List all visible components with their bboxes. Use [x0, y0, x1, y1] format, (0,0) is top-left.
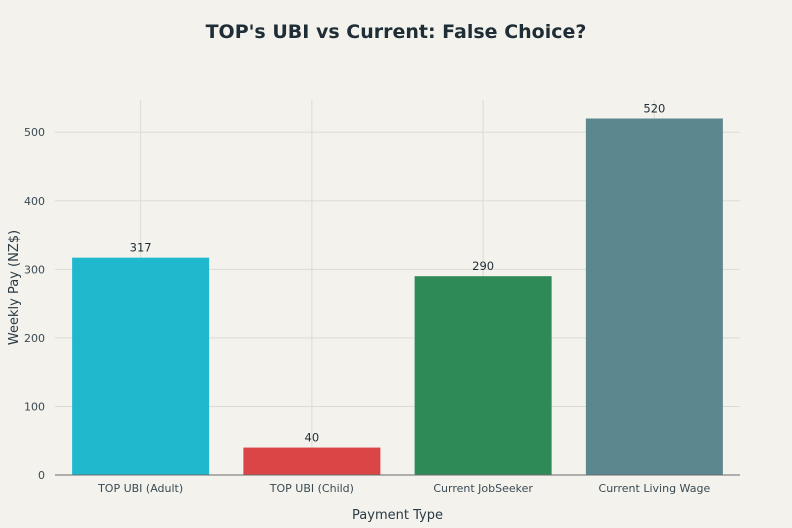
y-tick-label: 500 [24, 126, 45, 139]
chart-title: TOP's UBI vs Current: False Choice? [206, 21, 587, 43]
y-axis-label: Weekly Pay (NZ$) [7, 230, 22, 345]
x-tick-label: Current JobSeeker [433, 482, 533, 495]
data-labels: 317 40 290 520 [130, 102, 666, 445]
bar-value-label: 520 [643, 102, 665, 116]
x-tick-label: TOP UBI (Adult) [97, 482, 183, 495]
y-tick-label: 200 [24, 332, 45, 345]
bar [585, 118, 723, 475]
x-tick-label: Current Living Wage [599, 482, 711, 495]
bar-value-label: 40 [305, 431, 320, 445]
bar [243, 447, 381, 475]
y-tick-label: 0 [38, 469, 45, 482]
y-tick-label: 100 [24, 400, 45, 413]
y-axis-ticks: 0 100 200 300 400 500 [24, 126, 45, 482]
x-tick-label: TOP UBI (Child) [269, 482, 354, 495]
x-axis-ticks: TOP UBI (Adult) TOP UBI (Child) Current Jo… [97, 482, 710, 495]
y-tick-label: 300 [24, 263, 45, 276]
bar [72, 257, 210, 475]
bars [72, 118, 723, 475]
y-tick-label: 400 [24, 195, 45, 208]
bar-value-label: 290 [472, 259, 494, 273]
bar [414, 276, 552, 475]
bar-value-label: 317 [130, 241, 152, 255]
x-axis-label: Payment Type [352, 508, 443, 523]
